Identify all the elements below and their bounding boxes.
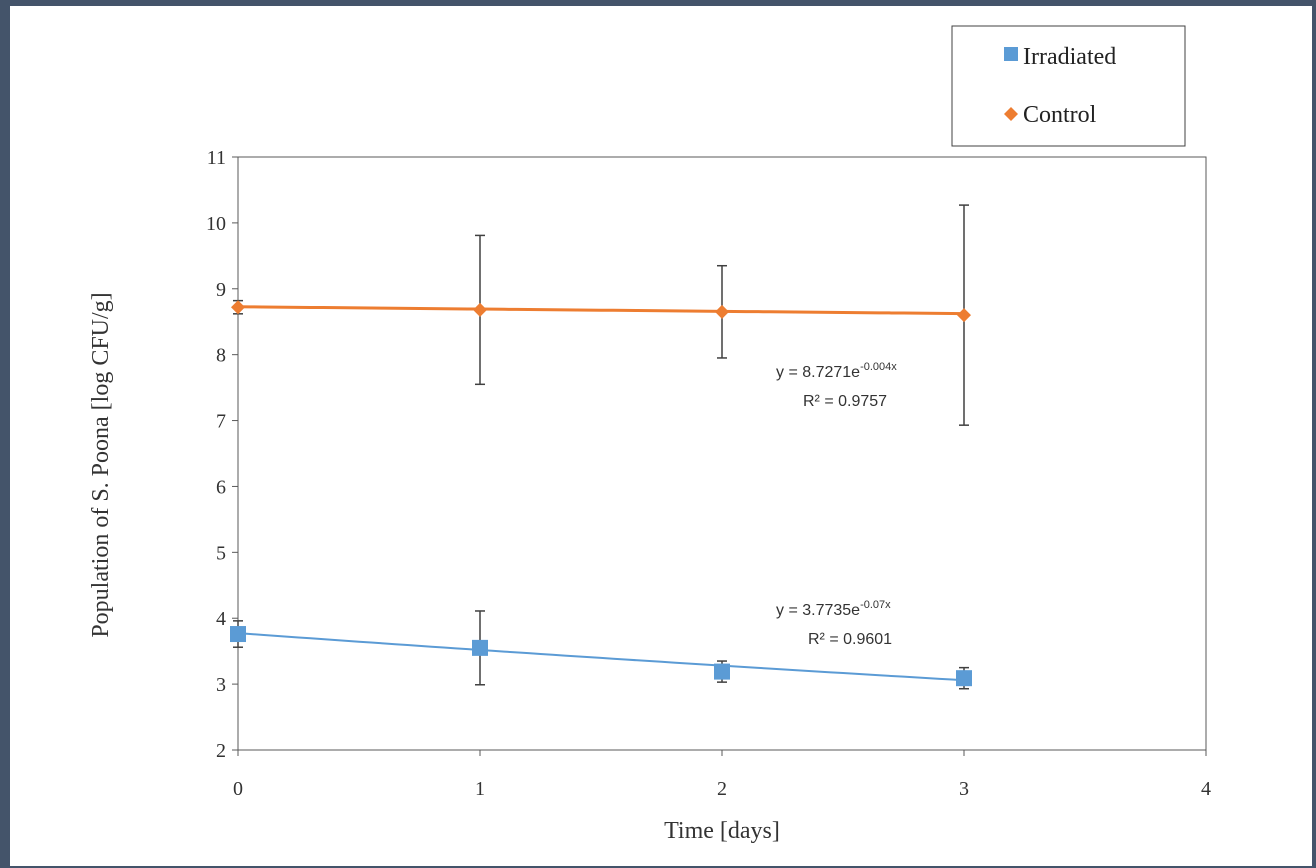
trendline-irradiated [237,632,965,682]
data-point-irradiated [230,626,246,643]
data-point-control [473,302,487,317]
data-point-control [231,300,245,315]
tick-labels: 2 3 4 5 6 7 8 9 10 11 0 1 2 3 4 [206,147,1211,800]
x-axis-title: Time [days] [664,818,780,844]
data-point-irradiated [714,663,730,680]
r-squared-irradiated: R² = 0.9601 [808,631,892,648]
y-axis-title: Population of S. Poona [log CFU/g] [88,292,114,637]
x-tick-label: 0 [233,778,243,800]
equation-exponent: -0.004x [860,361,897,373]
r-squared-control: R² = 0.9757 [803,393,887,410]
y-tick-label: 6 [216,476,226,498]
data-point-control [957,308,971,323]
trendline-control [237,305,965,316]
x-tick-label: 3 [959,778,969,800]
legend: Irradiated Control [951,25,1186,147]
y-tick-label: 3 [216,674,226,696]
data-point-irradiated [956,670,972,687]
legend-square-marker-icon [1004,47,1018,61]
data-point-control [715,304,729,319]
y-tick-label: 4 [216,608,226,630]
y-tick-label: 2 [216,740,226,762]
axes [232,156,1207,756]
y-tick-label: 11 [207,147,226,169]
y-tick-label: 10 [206,213,226,235]
series-control [231,204,971,426]
data-series [230,204,972,690]
y-tick-label: 8 [216,345,226,367]
series-irradiated [230,610,972,690]
y-tick-label: 7 [216,411,226,433]
legend-box [951,25,1186,147]
x-tick-label: 4 [1201,778,1211,800]
trendline-equation-control: y = 8.7271e-0.004x [776,361,897,381]
y-tick-label: 9 [216,279,226,301]
y-tick-label: 5 [216,542,226,564]
x-tick-label: 1 [475,778,485,800]
equation-base: y = 8.7271e [776,364,860,381]
equation-base: y = 3.7735e [776,602,860,619]
legend-label-control: Control [1023,102,1097,128]
trendline-equation-irradiated: y = 3.7735e-0.07x [776,599,891,619]
data-point-irradiated [472,639,488,656]
equation-exponent: -0.07x [860,599,891,611]
legend-label-irradiated: Irradiated [1023,44,1116,70]
x-tick-label: 2 [717,778,727,800]
legend-diamond-marker-icon [1004,107,1018,121]
